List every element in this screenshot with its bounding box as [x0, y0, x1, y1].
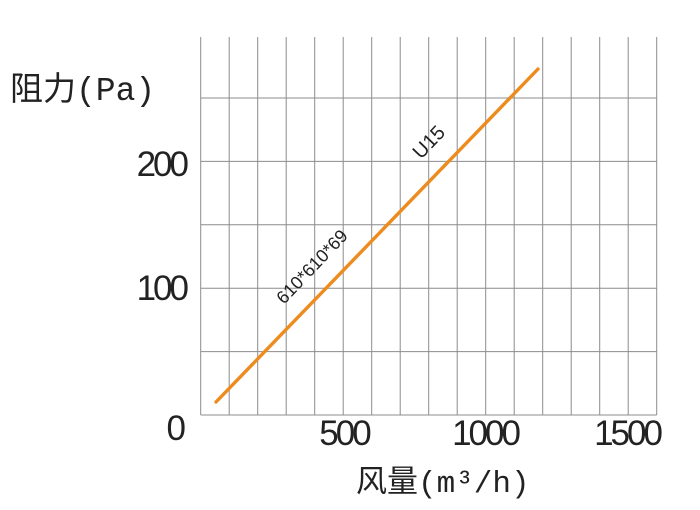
svg-text:U15: U15 [409, 122, 450, 164]
svg-text:610*610*69: 610*610*69 [272, 226, 351, 308]
